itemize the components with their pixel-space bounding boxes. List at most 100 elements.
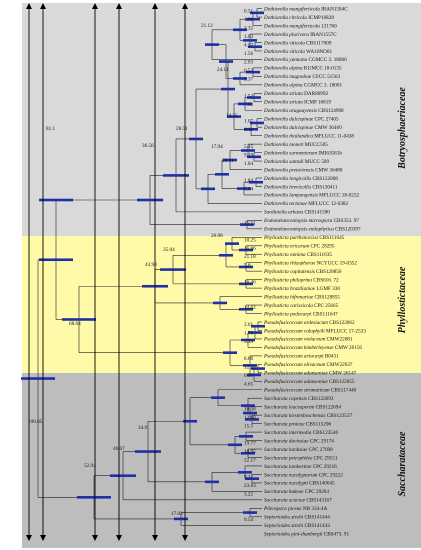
node-bar — [21, 377, 55, 380]
tip-species: Dothiorella pretoriensis — [263, 167, 315, 173]
node-bar — [137, 198, 163, 202]
tip-strain: CBS140645 — [309, 481, 335, 487]
node-bar — [39, 258, 73, 262]
tip-support-label: 1.56 — [244, 51, 253, 57]
tip-label: Dothiorella striata DAR80992 — [263, 91, 328, 97]
tip-strain: CPC 29151 — [313, 455, 337, 461]
node-bar — [239, 282, 253, 286]
tip-species: Saccharata eucalypti — [264, 481, 309, 487]
tip-species: Septorioides strobi — [264, 523, 304, 529]
tip-label: Pseudofusicoccum stromaticum CBS117448 — [263, 387, 357, 394]
node-bar — [246, 70, 260, 74]
node-bars — [21, 11, 265, 521]
node-bar — [243, 39, 257, 42]
node-bar — [245, 477, 259, 480]
tip-support-label: 0.52 — [244, 68, 253, 74]
tip-support-label: 12.22 — [244, 364, 256, 370]
node-age-label: 34.9 — [138, 425, 147, 431]
node-bar — [246, 17, 260, 21]
tip-strain: IMI63581b — [318, 150, 342, 156]
tip-strain: CMW 36460 — [315, 125, 343, 131]
tip-label: Dothiorella tectonae MFLUCC 12-0382 — [263, 201, 349, 207]
node-bar — [233, 28, 247, 32]
tip-support-label: 4.57 — [244, 42, 253, 48]
tip-strain: MUCC505 — [305, 142, 328, 148]
node-bar — [239, 307, 253, 311]
tip-species: Dothiorella mangiferticola — [263, 5, 321, 12]
tip-species: Phyllosticta parthenocissi — [263, 235, 319, 241]
tip-strain: CFCC 51563 — [313, 74, 341, 80]
tip-species: Saccharata acaciae — [264, 498, 306, 504]
tip-label: Sardiniella urbana CBS141580 — [264, 210, 330, 216]
tip-support-label: 10.95 — [244, 449, 256, 455]
tip-strain: IRAN1584C — [321, 6, 348, 12]
node-bar — [247, 373, 261, 377]
tip-support-label: 10.38 — [244, 407, 256, 413]
tip-support-label: 4.65 — [244, 381, 253, 387]
tip-strain: NB 334-4A — [303, 506, 328, 512]
tip-strain: CBS111647 — [313, 311, 338, 317]
node-bar — [241, 149, 255, 152]
tip-label: Phyllosticta carissicola CPC 25665 — [263, 303, 339, 309]
tip-strain: CBS122062 — [329, 320, 355, 326]
tip-label: Dothiorella longicollis CBS122068 — [263, 176, 338, 182]
tip-label: Pseudofusicoccum ardesiacum CBS122062 — [263, 319, 355, 326]
tip-species: Saccharata intermedia — [264, 430, 313, 436]
tip-support-label: 7.63 — [244, 102, 253, 108]
tip-strain: B0431 — [325, 354, 339, 360]
tip-species: Pseudofusicoccum stromaticum — [263, 387, 331, 394]
node-bar — [241, 338, 255, 342]
tip-label: Saccharata lambertiae CPC 29216 — [264, 464, 337, 470]
tip-label: Saccharata kirstenboschensis CBS123537 — [264, 413, 353, 419]
tip-species: Dothiorella thailandica — [263, 133, 314, 139]
tip-label: Dothiorella plurivora IRAN1557C — [263, 32, 337, 38]
node-bar — [160, 268, 186, 271]
node-age-label: 52.94 — [84, 463, 96, 469]
tip-strain: CBS130411 — [312, 184, 338, 190]
node-age-label: 21.12 — [201, 23, 213, 29]
tip-species: Pseudofusicoccum violaceum — [263, 336, 327, 343]
tip-species: Phyllosticta capitalensis — [263, 269, 316, 275]
tip-support-label: 1.79 — [244, 330, 253, 336]
tip-strain: KUMCC 18-0135 — [304, 66, 342, 72]
node-bar — [250, 11, 264, 15]
node-bar — [163, 174, 189, 177]
tip-species: Saccharata leucospermi — [264, 404, 316, 410]
tip-support-label: 6.11 — [244, 127, 253, 133]
tip-strain: 121760 — [321, 23, 337, 29]
tip-support-label: 3.19 — [244, 339, 253, 345]
tip-species: Dothiorella dulcispinae — [263, 117, 315, 123]
tip-support-label: 10.25 — [244, 237, 256, 243]
tip-strain: CMW22637 — [327, 362, 353, 368]
node-bar — [228, 443, 242, 447]
tip-species: Dothiorella mangiferticola — [263, 22, 321, 29]
node-bar — [249, 180, 263, 184]
tip-species: Dothiorella longicollis — [263, 176, 313, 182]
node-bar — [205, 480, 219, 484]
tip-strain: DAR80992 — [304, 91, 328, 97]
family-band-botryosphaeriaceae — [22, 3, 421, 236]
tip-label: Endomelanconiopsis microspora CBS353. 97 — [263, 218, 359, 224]
node-age-label: 43.98 — [145, 262, 157, 268]
node-bar — [243, 511, 257, 514]
tip-strain: CPC 28295 — [310, 244, 334, 250]
tip-strain: CMW 36480 — [315, 167, 343, 173]
tip-strain: CPC 27405 — [315, 117, 339, 123]
tip-species: Dothiorella brevicollis — [263, 184, 312, 190]
tip-label: Dothiorella santali MUCC 509 — [263, 159, 329, 165]
tip-label: Dothiorella uruguayensis CBS124908 — [263, 108, 344, 114]
family-band-phyllostictaceae — [22, 236, 421, 373]
tip-label: Dothiorella mangiferticola IRAN1584C — [263, 5, 348, 12]
node-age-label: 20.11 — [222, 158, 234, 164]
tip-strain: CPC 25665 — [314, 303, 338, 309]
tip-strain: CBS111645 — [319, 235, 344, 241]
tip-strain: CBS115206 — [306, 421, 332, 427]
node-bar — [135, 450, 161, 453]
tip-label: Saccharata intermedia CBS123546 — [264, 430, 338, 436]
tip-strain: ICMP 16819 — [304, 100, 331, 106]
node-bar — [201, 187, 215, 191]
tip-strain: CBS123546 — [313, 430, 339, 436]
tip-support-label: 5.6 — [244, 263, 251, 269]
tip-species: Dothiorella striata — [263, 100, 304, 106]
node-age-label: 46.67 — [113, 446, 125, 452]
